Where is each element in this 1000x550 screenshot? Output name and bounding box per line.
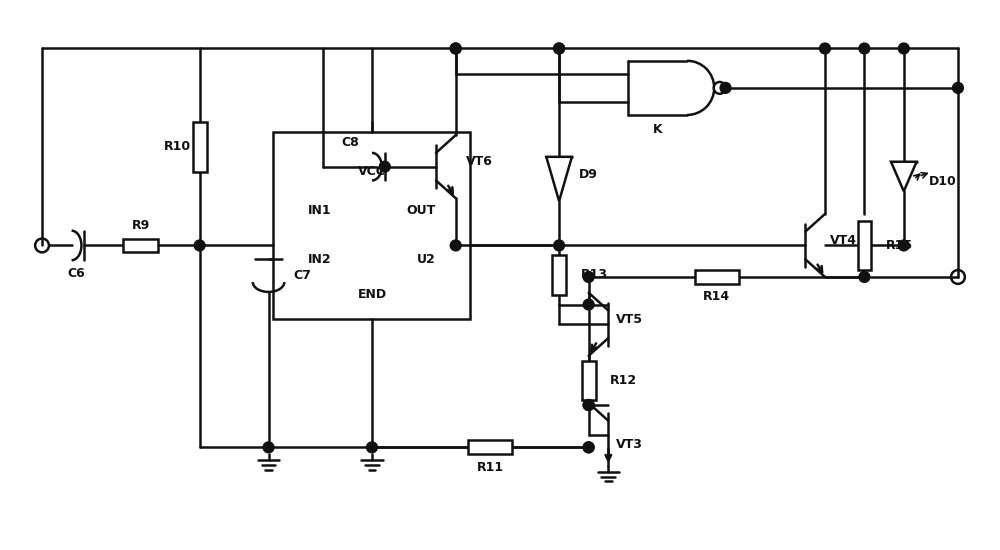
Text: U2: U2 bbox=[417, 253, 436, 266]
Text: R15: R15 bbox=[886, 239, 913, 252]
Circle shape bbox=[898, 43, 909, 54]
Text: VCC: VCC bbox=[358, 165, 386, 178]
Circle shape bbox=[554, 43, 565, 54]
Circle shape bbox=[554, 240, 565, 251]
Text: IN1: IN1 bbox=[308, 204, 332, 217]
Circle shape bbox=[367, 442, 377, 453]
Circle shape bbox=[583, 272, 594, 282]
Circle shape bbox=[859, 272, 870, 282]
Polygon shape bbox=[546, 157, 572, 201]
Text: C8: C8 bbox=[341, 135, 359, 149]
Circle shape bbox=[859, 43, 870, 54]
Bar bbox=[858, 221, 871, 270]
Circle shape bbox=[898, 240, 909, 251]
Bar bbox=[273, 132, 470, 320]
Text: IN2: IN2 bbox=[308, 253, 332, 266]
Text: R12: R12 bbox=[610, 374, 637, 387]
Circle shape bbox=[450, 43, 461, 54]
Text: VT3: VT3 bbox=[616, 438, 643, 451]
Text: R11: R11 bbox=[477, 460, 504, 474]
Text: D10: D10 bbox=[928, 175, 956, 188]
Circle shape bbox=[714, 82, 726, 94]
Circle shape bbox=[820, 43, 830, 54]
Bar bbox=[552, 255, 566, 295]
Bar bbox=[123, 239, 158, 252]
Text: OUT: OUT bbox=[407, 204, 436, 217]
Text: R13: R13 bbox=[581, 268, 608, 282]
Text: VT6: VT6 bbox=[466, 155, 492, 168]
Bar bbox=[468, 441, 512, 454]
Polygon shape bbox=[891, 162, 917, 191]
Circle shape bbox=[450, 240, 461, 251]
Text: VT4: VT4 bbox=[830, 234, 857, 247]
Bar bbox=[695, 270, 739, 284]
Circle shape bbox=[583, 442, 594, 453]
Circle shape bbox=[583, 400, 594, 410]
Circle shape bbox=[583, 299, 594, 310]
Text: C6: C6 bbox=[68, 267, 85, 279]
Circle shape bbox=[194, 240, 205, 251]
Bar bbox=[582, 361, 596, 400]
Text: R9: R9 bbox=[131, 219, 150, 232]
Circle shape bbox=[720, 82, 731, 94]
Text: R10: R10 bbox=[163, 140, 191, 153]
Text: K: K bbox=[653, 123, 662, 136]
Text: R14: R14 bbox=[703, 290, 730, 303]
Circle shape bbox=[450, 43, 461, 54]
Bar bbox=[193, 122, 207, 172]
Circle shape bbox=[583, 442, 594, 453]
Circle shape bbox=[583, 400, 594, 410]
Circle shape bbox=[554, 43, 565, 54]
Circle shape bbox=[263, 442, 274, 453]
Circle shape bbox=[953, 82, 963, 94]
Text: C7: C7 bbox=[293, 269, 311, 282]
Circle shape bbox=[379, 161, 390, 172]
Text: END: END bbox=[357, 288, 387, 301]
Text: VT5: VT5 bbox=[616, 313, 643, 326]
Text: D9: D9 bbox=[579, 168, 598, 180]
